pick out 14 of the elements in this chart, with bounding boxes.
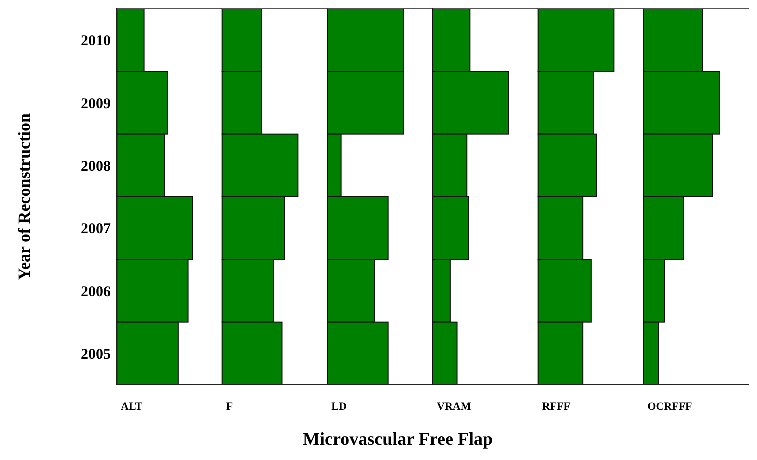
x-axis-title: LD xyxy=(332,401,348,413)
y-tick-label: 2008 xyxy=(81,158,111,175)
y-axis-title: Year of Reconstruction xyxy=(15,113,34,280)
x-axis-title: RFFF xyxy=(542,401,571,413)
x-axis-title: OCRFFF xyxy=(648,401,693,413)
y-tick-label: 2006 xyxy=(81,284,112,300)
y-tick-label: 2007 xyxy=(81,222,112,238)
x-axis-title: F xyxy=(226,401,234,413)
y-tick-label: 2009 xyxy=(81,96,111,112)
text: Microvascular Free Flap xyxy=(303,429,493,449)
y-tick-label: 2010 xyxy=(81,34,111,50)
y-tick-label: 2005 xyxy=(81,346,111,363)
x-axis-title: VRAM xyxy=(437,401,472,413)
x-axis-title: ALT xyxy=(121,401,144,413)
